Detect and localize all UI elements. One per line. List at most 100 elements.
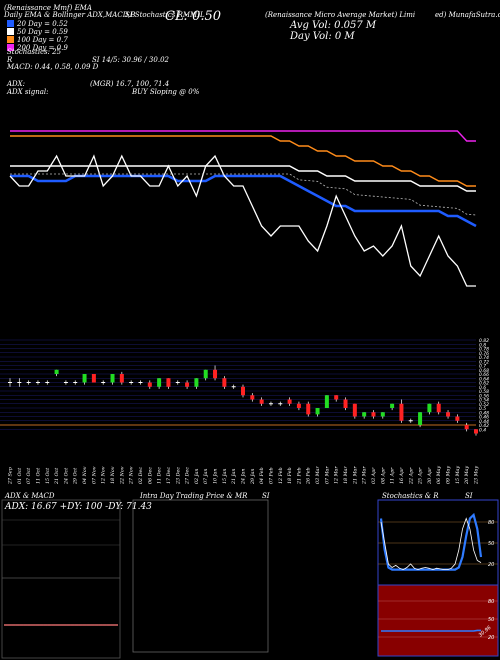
price-tick-label: 0.72 (479, 359, 489, 365)
candle-body (287, 399, 292, 404)
date-tick-label: 03 Mar (315, 466, 321, 484)
date-tick-label: 12 Mar (334, 466, 340, 484)
stoch-tick-label: 50 (488, 541, 494, 547)
candle-body (334, 395, 339, 400)
si-value: SI 14/5: 30.96 / 30.02 (92, 56, 169, 64)
date-tick-label: 06 Dec (147, 467, 153, 484)
date-tick-label: 22 Apr (408, 467, 414, 485)
adx-panel-text: ADX: 16.67 +DY: 100 -DY: 71.43 (5, 502, 152, 512)
candle-body (166, 378, 171, 387)
date-tick-label: 08 Apr (380, 467, 386, 484)
panel-title-stoch-si: SI (465, 492, 473, 500)
date-tick-label: 23 May (474, 466, 480, 485)
candle-body (296, 403, 301, 408)
date-tick-label: 11 Dec (157, 467, 163, 484)
rsi-panel-frame (377, 584, 499, 657)
date-tick-label: 27 Mar (362, 466, 368, 485)
rsi-tick-label: 80 (488, 599, 494, 605)
date-tick-label: 29 Oct (73, 468, 79, 485)
date-tick-label: 27 Dec (185, 467, 191, 485)
date-tick-label: 03 Apr (371, 467, 377, 484)
date-tick-label: 12 Nov (101, 466, 107, 484)
legend-swatch (7, 28, 14, 35)
price-tick-label: 0.76 (479, 351, 489, 357)
date-tick-label: 07 Feb (268, 467, 274, 484)
date-tick-label: 07 Nov (91, 466, 97, 484)
price-tick-label: 0.66 (479, 372, 489, 378)
panel-title-stoch: Stochastics & R (382, 492, 439, 500)
date-tick-label: 20 May (464, 466, 470, 485)
candle-body (157, 378, 162, 387)
candle-body (213, 369, 218, 379)
adx-values: (MGR) 16.7, 100, 71.4 (90, 80, 170, 88)
legend-swatch (7, 36, 14, 43)
day-volume: Day Vol: 0 M (290, 31, 355, 42)
candle-body (343, 399, 348, 408)
candle-body (147, 382, 152, 387)
date-tick-label: 16 Apr (399, 467, 405, 484)
candle-body (418, 412, 423, 425)
legend-label: 200 Day = 0.9 (17, 44, 68, 52)
date-tick-label: 29 Jan (250, 468, 256, 485)
date-tick-label: 11 Oct (35, 468, 41, 484)
price-tick-label: 0.4 (479, 427, 486, 433)
date-tick-label: 07 Mar (324, 466, 330, 484)
date-tick-label: 21 Feb (296, 467, 302, 485)
candle-body (110, 374, 115, 383)
date-tick-label: 27 Sep (8, 467, 14, 485)
candle-body (241, 386, 245, 396)
date-tick-label: 18 Feb (287, 467, 293, 484)
signal-text: BUY Sloping @ 0% (132, 88, 200, 96)
candle-body (380, 412, 385, 417)
date-tick-label: 30 Apr (427, 467, 433, 484)
stoch-line (380, 517, 482, 571)
legend-swatch (7, 20, 14, 27)
legend-item: 200 Day = 0.9 (7, 44, 68, 52)
price-tick-label: 0.6 (479, 385, 486, 391)
date-tick-label: 10 Jan (213, 468, 219, 484)
legend-item: 50 Day = 0.59 (7, 28, 68, 36)
stoch-tick-label: 20 (488, 562, 494, 568)
date-tick-label: 24 Oct (63, 468, 69, 485)
candle-body (362, 412, 367, 417)
ema-line (10, 130, 476, 142)
candle-body (315, 408, 320, 415)
ema-line (10, 174, 477, 228)
price-tick-label: 0.62 (479, 381, 489, 387)
ema-line (9, 154, 476, 287)
candle-body (250, 395, 255, 400)
date-tick-label: 02 Dec (138, 467, 144, 484)
date-tick-label: 25 Apr (418, 467, 424, 485)
legend-swatch (7, 44, 14, 51)
candle-body (371, 412, 376, 417)
date-tick-label: 21 Mar (352, 466, 358, 485)
candle-body (324, 395, 329, 408)
candle-body (446, 412, 451, 417)
rsi-tick-label: 20 (488, 635, 494, 641)
price-tick-label: 0.7 (479, 364, 486, 370)
price-tick-label: 0.52 (479, 402, 489, 408)
adx-signal-label: ADX signal: (7, 88, 49, 96)
date-tick-label: 22 Nov (119, 466, 125, 485)
stoch-tick-label: 80 (488, 520, 494, 526)
price-tick-label: 0.74 (479, 355, 489, 361)
date-tick-label: 11 Apr (390, 467, 396, 484)
candle-body (194, 378, 199, 387)
date-tick-label: 21 Oct (54, 468, 60, 485)
ema-line (10, 135, 476, 187)
legend-label: 100 Day = 0.7 (17, 36, 68, 44)
legend-label: 20 Day = 0.52 (17, 20, 68, 28)
candle-body (91, 374, 96, 383)
legend-item: 100 Day = 0.7 (7, 36, 68, 44)
candle-body (455, 416, 460, 421)
candle-body (436, 403, 441, 413)
price-tick-label: 0.46 (479, 415, 489, 421)
intraday-panel-frame (132, 499, 269, 653)
date-tick-label: 15 May (455, 466, 461, 484)
candle-body (474, 429, 478, 434)
candle-body (119, 374, 124, 383)
price-tick-label: 0.8 (479, 342, 486, 348)
date-tick-label: 12 Feb (278, 467, 284, 484)
